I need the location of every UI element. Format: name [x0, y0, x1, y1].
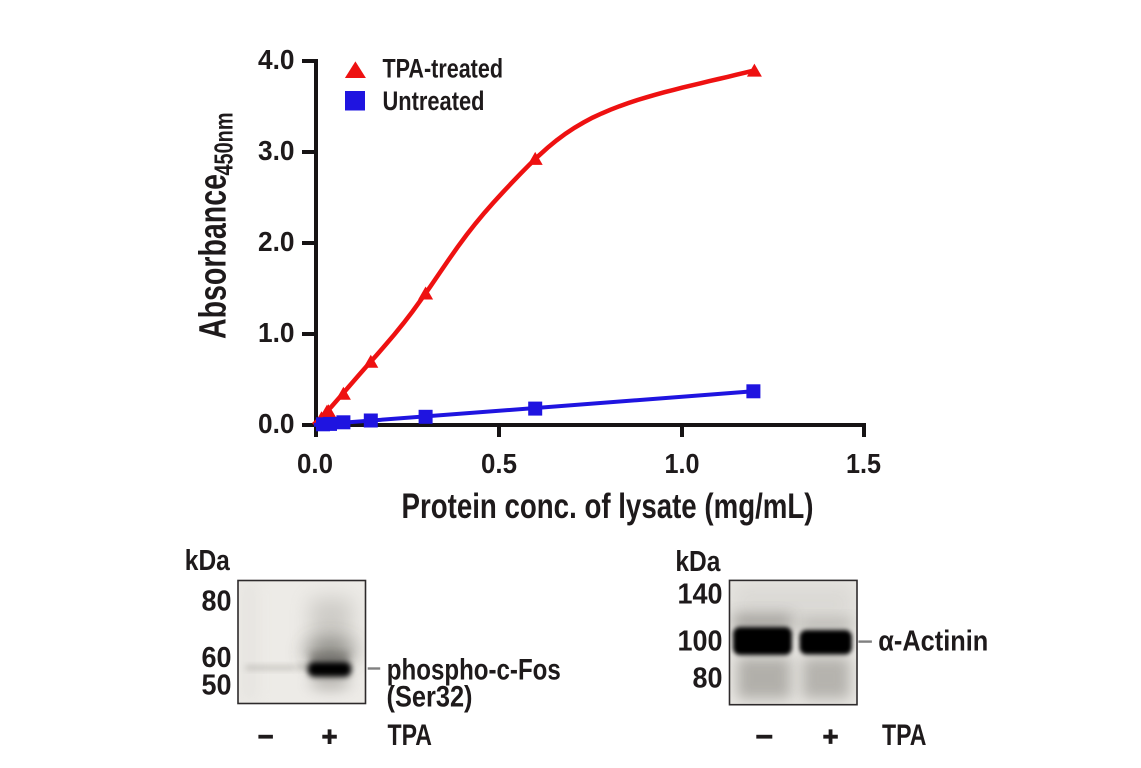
svg-text:80: 80 — [202, 585, 232, 617]
svg-text:140: 140 — [678, 579, 723, 611]
svg-text:80: 80 — [693, 663, 723, 695]
svg-text:0.5: 0.5 — [481, 448, 517, 479]
svg-text:1.0: 1.0 — [258, 317, 295, 348]
svg-text:α-Actinin: α-Actinin — [878, 626, 988, 658]
svg-text:100: 100 — [678, 626, 723, 658]
svg-text:4.0: 4.0 — [258, 44, 295, 75]
svg-text:Protein conc. of lysate (mg/mL: Protein conc. of lysate (mg/mL) — [402, 487, 814, 526]
svg-text:450nm: 450nm — [209, 113, 239, 176]
svg-text:60: 60 — [202, 642, 232, 674]
svg-text:Absorbance: Absorbance — [193, 174, 235, 339]
svg-text:0.0: 0.0 — [297, 448, 333, 479]
svg-text:2.0: 2.0 — [258, 226, 295, 257]
svg-text:Untreated: Untreated — [383, 86, 485, 116]
svg-text:kDa: kDa — [675, 546, 721, 578]
svg-text:50: 50 — [202, 670, 232, 702]
svg-text:kDa: kDa — [185, 545, 231, 577]
svg-text:(Ser32): (Ser32) — [387, 681, 473, 714]
svg-text:TPA: TPA — [388, 719, 433, 752]
svg-text:TPA-treated: TPA-treated — [383, 54, 504, 84]
svg-text:1.5: 1.5 — [846, 448, 881, 479]
svg-text:3.0: 3.0 — [258, 135, 295, 166]
svg-text:TPA: TPA — [882, 719, 927, 752]
svg-text:phospho-c-Fos: phospho-c-Fos — [387, 654, 561, 687]
svg-text:1.0: 1.0 — [665, 448, 700, 479]
svg-text:0.0: 0.0 — [258, 408, 295, 439]
